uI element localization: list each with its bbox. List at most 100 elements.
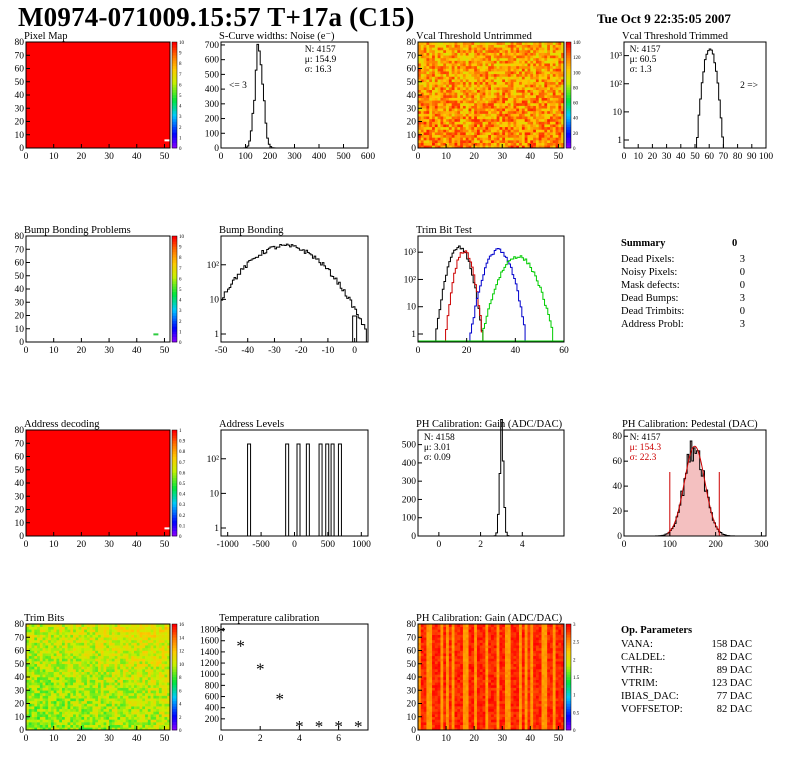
- heatmap-cell: [67, 684, 71, 688]
- heatmap-cell: [84, 722, 88, 725]
- heatmap-cell: [84, 719, 88, 723]
- colorbar-tick-label: 10: [179, 663, 185, 668]
- heatmap-cell: [549, 118, 554, 122]
- heatmap-cell: [535, 145, 540, 149]
- heatmap-cell: [134, 698, 138, 702]
- heatmap-cell: [541, 44, 545, 48]
- heatmap-cell: [465, 63, 469, 67]
- heatmap-cell: [465, 71, 469, 75]
- heatmap-cell: [56, 671, 60, 675]
- heatmap-cell: [131, 708, 135, 712]
- heatmap-cell: [37, 655, 41, 659]
- heatmap-cell: [485, 73, 489, 77]
- heatmap-cell: [505, 65, 509, 69]
- heatmap-cell: [59, 708, 63, 712]
- colorbar-segment: [172, 480, 177, 484]
- heatmap-cell: [446, 132, 450, 136]
- heatmap-cell: [440, 108, 444, 112]
- y-tick-label: 400: [205, 704, 220, 714]
- heatmap-cell: [42, 695, 46, 699]
- heatmap-cell: [507, 142, 511, 146]
- heatmap-cell: [53, 727, 57, 731]
- heatmap-cell: [423, 140, 427, 143]
- heatmap-cell: [521, 84, 525, 88]
- heatmap-cell: [476, 137, 481, 141]
- heatmap-cell: [535, 65, 540, 69]
- heatmap-cell: [418, 666, 422, 670]
- heatmap-cell: [420, 140, 424, 143]
- heatmap-cell: [429, 719, 433, 723]
- heatmap-cell: [474, 89, 478, 93]
- heatmap-cell: [423, 118, 427, 122]
- heatmap-cell: [78, 658, 82, 662]
- heatmap-cell: [150, 650, 154, 654]
- heatmap-cell: [147, 666, 151, 670]
- heatmap-cell: [460, 71, 464, 75]
- heatmap-cell: [45, 642, 49, 646]
- histogram-spike: [325, 443, 330, 536]
- heatmap-cell: [81, 700, 85, 704]
- heatmap-cell: [496, 100, 500, 104]
- colorbar-segment: [566, 142, 571, 146]
- heatmap-cell: [451, 63, 455, 67]
- heatmap-cell: [521, 65, 525, 69]
- heatmap-cell: [448, 100, 452, 104]
- heatmap-cell: [499, 110, 503, 114]
- heatmap-cell: [510, 142, 514, 146]
- heatmap-cell: [42, 714, 46, 718]
- colorbar-segment: [172, 118, 177, 122]
- heatmap-cell: [92, 642, 96, 646]
- colorbar-segment: [566, 108, 571, 112]
- heatmap-cell: [457, 124, 461, 128]
- heatmap-cell: [122, 655, 126, 659]
- heatmap-cell: [153, 714, 157, 718]
- heatmap-cell: [26, 645, 30, 649]
- heatmap-cell: [547, 100, 551, 104]
- heatmap-cell: [485, 121, 489, 125]
- heatmap-cell: [139, 624, 143, 627]
- heatmap-cell: [418, 68, 422, 72]
- heatmap-cell: [432, 140, 436, 143]
- heatmap-cell: [111, 642, 115, 646]
- heatmap-cell: [139, 698, 143, 702]
- heatmap-cell: [479, 71, 483, 75]
- heatmap-cell: [505, 52, 509, 56]
- heatmap-cell: [59, 639, 63, 643]
- heatmap-cell: [420, 639, 424, 643]
- heatmap-cell: [499, 60, 503, 64]
- heatmap-cell: [78, 708, 82, 712]
- heatmap-cell: [460, 132, 464, 136]
- heatmap-cell: [482, 108, 486, 112]
- heatmap-cell: [538, 113, 542, 117]
- heatmap-cell: [429, 129, 433, 133]
- heatmap-cell: [547, 129, 551, 133]
- heatmap-cell: [161, 624, 165, 627]
- heatmap-cell: [468, 92, 472, 96]
- heatmap-cell: [131, 645, 135, 649]
- heatmap-cell: [103, 666, 107, 670]
- heatmap-cell: [451, 79, 455, 83]
- plot-frame: [220, 429, 369, 537]
- heatmap-cell: [496, 87, 500, 90]
- heatmap-cell: [81, 711, 85, 715]
- colorbar-segment: [172, 432, 177, 436]
- heatmap-cell: [56, 642, 60, 646]
- heatmap-cell: [31, 687, 35, 691]
- heatmap-cell: [142, 703, 146, 707]
- heatmap-cell: [139, 724, 143, 728]
- heatmap-cell: [527, 137, 531, 141]
- heatmap-cell: [505, 126, 509, 130]
- heatmap-cell: [462, 42, 467, 45]
- heatmap-cell: [131, 661, 135, 665]
- heatmap-cell: [457, 142, 461, 146]
- heatmap-cell: [558, 110, 562, 114]
- scatter-point: *: [236, 636, 245, 655]
- heatmap-cell: [524, 92, 528, 96]
- heatmap-cell: [111, 690, 115, 694]
- heatmap-cell: [142, 719, 146, 723]
- heatmap-cell: [145, 658, 149, 662]
- heatmap-cell: [78, 700, 82, 704]
- heatmap-cell: [516, 60, 520, 64]
- heatmap-cell: [555, 118, 559, 122]
- heatmap-cell: [533, 105, 537, 109]
